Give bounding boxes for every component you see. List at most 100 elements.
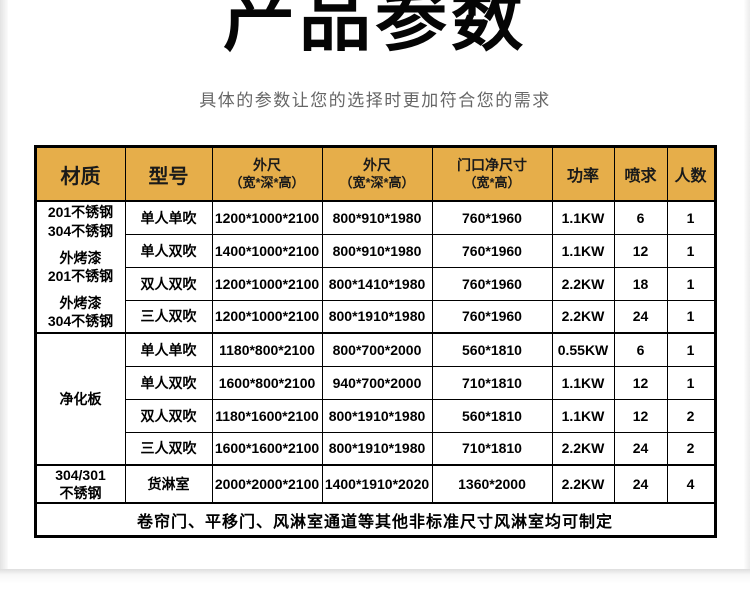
cell-outer-size-2: 800*1410*1980 [321,266,433,301]
cell-door-size: 760*1960 [431,233,553,268]
cell-model: 单人单吹 [124,200,213,235]
material-line: 不锈钢 [59,485,102,502]
cell-outer-size: 1180*1600*2100 [211,398,323,433]
material-line: 外烤漆 [59,295,102,312]
col-header-spray-label: 喷求 [624,168,657,185]
table-row: 三人双吹 1600*1600*2100 800*1910*1980 710*18… [35,431,716,466]
cell-power: 2.2KW [551,431,615,466]
table-row: 双人双吹 1200*1000*2100 800*1410*1980 760*19… [35,266,716,301]
col-header-people-label: 人数 [674,168,707,185]
col-header-outer-size-2: 外尺 （宽*深*高） [321,146,433,202]
cell-spray: 24 [613,431,668,466]
cell-outer-size: 1200*1000*2100 [211,200,323,235]
cell-spray: 24 [613,299,668,334]
cell-model: 三人双吹 [124,431,213,466]
cell-outer-size-2: 800*1910*1980 [321,431,433,466]
cell-model: 三人双吹 [124,299,213,334]
cell-people: 1 [666,332,716,367]
material-line: 304不锈钢 [47,222,114,239]
cell-door-size: 760*1960 [431,299,553,334]
cell-outer-size-2: 940*700*2000 [321,365,433,400]
page-edge-left [0,0,8,570]
cell-outer-size: 1600*800*2100 [211,365,323,400]
material-line: 201不锈钢 [47,268,114,284]
cell-outer-size-2: 800*1910*1980 [321,299,433,334]
cell-model: 单人双吹 [124,233,213,268]
material-group: 外烤漆 201不锈钢 [37,249,125,285]
col-header-power: 功率 [551,146,615,202]
col-header-door-size-sub: （宽*高） [463,174,521,190]
cell-door-size: 710*1810 [431,431,553,466]
cell-power: 1.1KW [551,233,615,268]
cell-spray: 6 [613,332,668,367]
cell-people: 2 [666,398,716,433]
cell-outer-size-2: 800*910*1980 [321,233,433,268]
table-row: 201不锈钢 304不锈钢 外烤漆 201不锈钢 外烤漆 304不锈钢 单人单吹… [34,200,716,334]
cell-spray: 18 [613,266,668,301]
material-group: 304/301 不锈钢 [37,467,125,502]
col-header-model-label: 型号 [148,165,189,188]
cell-outer-size-2: 800*1910*1980 [321,398,433,433]
cell-outer-size: 1200*1000*2100 [211,266,323,301]
cell-people: 1 [666,233,716,268]
col-header-material-label: 材质 [60,165,101,188]
material-group: 外烤漆 304不锈钢 [37,294,125,330]
col-header-door-size: 门口净尺寸 （宽*高） [431,146,553,202]
cell-door-size: 1360*2000 [431,463,553,504]
cell-material-group-2: 净化板 [34,332,126,466]
cell-model: 单人双吹 [124,365,213,400]
cell-spray: 12 [613,233,668,268]
cell-outer-size-2: 800*700*2000 [321,332,433,367]
cell-power: 2.2KW [551,299,615,334]
cell-people: 2 [666,431,716,466]
cell-door-size: 760*1960 [431,266,553,301]
table-footer-row: 卷帘门、平移门、风淋室通道等其他非标准尺寸风淋室均可制定 [34,502,716,537]
col-header-outer-size: 外尺 （宽*深*高） [211,146,323,202]
page-title: 产品参数 [222,0,527,60]
cell-door-size: 560*1810 [431,332,553,367]
cell-power: 1.1KW [551,398,615,433]
cell-material-group-3: 304/301 不锈钢 [34,463,126,504]
cell-people: 4 [666,463,716,504]
page-subtitle: 具体的参数让您的选择时更加符合您的需求 [199,91,551,110]
cell-door-size: 710*1810 [431,365,553,400]
cell-outer-size: 1180*800*2100 [211,332,323,367]
cell-power: 2.2KW [551,463,615,504]
cell-spray: 6 [613,200,668,235]
material-line: 外烤漆 [59,249,102,266]
material-group: 201不锈钢 304不锈钢 [37,203,125,239]
table-row: 单人双吹 1400*1000*2100 800*910*1980 760*196… [35,233,716,268]
cell-power: 2.2KW [551,266,615,301]
cell-outer-size: 1400*1000*2100 [211,233,323,268]
cell-material-group-1: 201不锈钢 304不锈钢 外烤漆 201不锈钢 外烤漆 304不锈钢 [34,200,126,334]
cell-outer-size: 2000*2000*2100 [211,463,323,504]
cell-power: 1.1KW [551,365,615,400]
cell-power: 1.1KW [551,200,615,235]
col-header-material: 材质 [34,146,126,202]
material-group: 净化板 [37,390,125,408]
page-edge-bottom [0,569,750,584]
col-header-power-label: 功率 [566,168,599,185]
cell-spray: 24 [613,463,668,504]
cell-people: 1 [666,365,716,400]
cell-model: 双人双吹 [124,266,213,301]
table-row: 净化板 单人单吹 1180*800*2100 800*700*2000 560*… [34,332,716,466]
cell-outer-size-2: 1400*1910*2020 [321,463,433,504]
col-header-outer-size-sub: （宽*深*高） [229,174,305,190]
cell-model: 单人单吹 [124,332,213,367]
col-header-outer-size-2-sub: （宽*深*高） [339,174,415,190]
cell-model: 货淋室 [124,463,213,504]
cell-model: 双人双吹 [124,398,213,433]
product-params-table: 材质 型号 外尺 （宽*深*高） 外尺 （宽*深*高） 门口净尺寸 （宽*高） … [33,145,717,538]
cell-outer-size-2: 800*910*1980 [321,200,433,235]
table-row: 单人双吹 1600*800*2100 940*700*2000 710*1810… [35,365,716,400]
page-edge-right [744,0,750,570]
cell-people: 1 [666,200,716,235]
col-header-door-size-label: 门口净尺寸 [457,157,527,174]
table-row: 三人双吹 1200*1000*2100 800*1910*1980 760*19… [35,299,716,334]
footer-note: 卷帘门、平移门、风淋室通道等其他非标准尺寸风淋室均可制定 [34,502,716,537]
cell-people: 1 [666,299,716,334]
cell-outer-size: 1200*1000*2100 [211,299,323,334]
col-header-outer-size-2-label: 外尺 [363,157,391,174]
material-line: 201不锈钢 [47,204,114,221]
